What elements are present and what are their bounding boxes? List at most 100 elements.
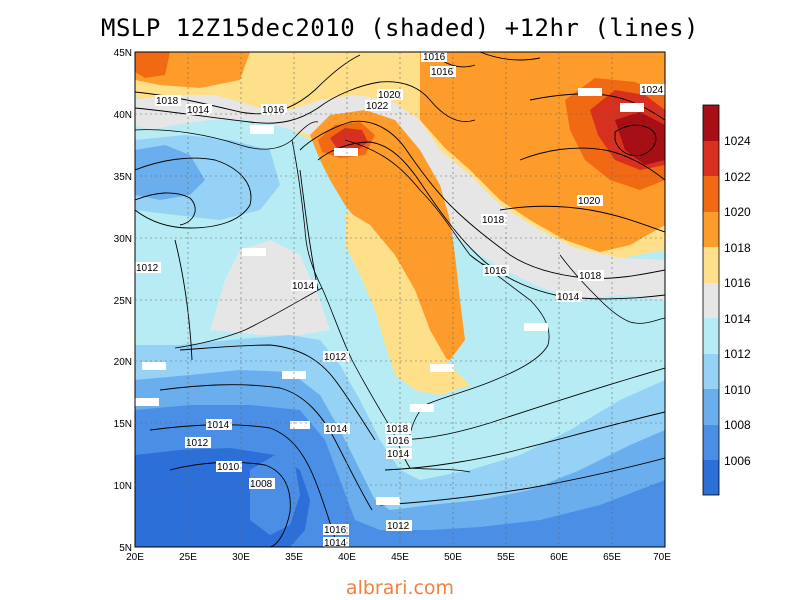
- contour-label-1018-horn: 1018: [385, 423, 411, 435]
- contour-label-1016-b: 1016: [430, 66, 456, 78]
- contour-label: 1018: [386, 424, 409, 435]
- colorbar-swatches: [703, 105, 719, 495]
- swatch-1020-1022: [703, 176, 719, 212]
- contour-label: 1016: [387, 436, 410, 447]
- map-title: MSLP 12Z15dec2010 (shaded) +12hr (lines): [101, 14, 699, 42]
- contour-label: 1022: [366, 101, 389, 112]
- contour-label-1016-east: 1016: [483, 265, 509, 277]
- blank-label-box: [376, 497, 400, 505]
- swatch-1018-1020: [703, 212, 719, 247]
- lat-label: 15N: [114, 419, 132, 430]
- colorbar-label: 1022: [724, 170, 751, 184]
- blank-label-box: [242, 248, 266, 256]
- contour-label: 1008: [250, 479, 273, 490]
- contour-label: 1014: [292, 281, 315, 292]
- blank-label-box: [282, 371, 306, 379]
- contour-label-1014-west: 1014: [291, 280, 317, 292]
- colorbar-label: 1010: [724, 383, 751, 397]
- contour-label: 1016: [423, 52, 446, 63]
- blank-label-box: [620, 103, 644, 112]
- shade-gray-sahara: [210, 240, 330, 335]
- blank-label-box: [250, 125, 274, 134]
- contour-label: 1012: [186, 438, 209, 449]
- contour-label-1018-east: 1018: [578, 270, 604, 282]
- contour-label-1016-a: 1016: [421, 52, 447, 63]
- blank-label-box: [135, 398, 159, 406]
- contour-label: 1012: [324, 352, 347, 363]
- colorbar-label: 1008: [724, 418, 751, 432]
- contour-label-1018-nw: 1018: [155, 95, 181, 107]
- contour-label: 1014: [387, 449, 410, 460]
- lon-label: 65E: [603, 552, 621, 563]
- lat-label: 5N: [119, 543, 132, 554]
- contour-label: 1016: [484, 266, 507, 277]
- blank-label-box: [430, 364, 454, 372]
- contour-label: 1014: [187, 105, 210, 116]
- contour-label-1012-somalia: 1012: [386, 520, 412, 532]
- grid-lines: [135, 52, 665, 547]
- contour-label: 1014: [325, 424, 348, 435]
- colorbar-labels: 1024 1022 1020 1018 1016 1014 1012 1010 …: [724, 134, 751, 468]
- contour-label: 1024: [641, 85, 664, 96]
- contour-label-1014-sudan: 1014: [206, 419, 232, 431]
- contour-label-1024: 1024: [640, 84, 666, 96]
- shade-1010-med: [135, 145, 205, 200]
- shade-red-nw: [135, 52, 170, 78]
- contour-label: 1014: [324, 538, 347, 549]
- contour-label: 1014: [557, 292, 580, 303]
- contour-label: 1018: [156, 96, 179, 107]
- lat-label: 40N: [114, 110, 132, 121]
- colorbar-label: 1014: [724, 312, 751, 326]
- lon-label: 25E: [179, 552, 197, 563]
- swatch-1016-1018: [703, 247, 719, 283]
- lat-label: 25N: [114, 296, 132, 307]
- contour-label-group: 1016 1016 1018 1014 1016 1020 1022 1024 …: [135, 52, 666, 549]
- contour-label-1014-ethiopia: 1014: [324, 423, 350, 435]
- swatch-1010-1012: [703, 354, 719, 389]
- lon-label: 50E: [444, 552, 462, 563]
- contour-label-1012-sw: 1012: [185, 437, 211, 449]
- contour-label: 1010: [217, 462, 240, 473]
- contour-label-1016-south: 1016: [323, 524, 349, 536]
- lat-label: 30N: [114, 234, 132, 245]
- shade-1008-pocket: [250, 455, 300, 535]
- blank-label-box: [578, 88, 602, 96]
- footer-watermark: albrari.com: [345, 577, 455, 599]
- lon-axis: 20E 25E 30E 35E 40E 45E 50E 55E 60E 65E …: [126, 552, 671, 563]
- contour-label: 1016: [262, 105, 285, 116]
- shade-darkest-east: [615, 112, 665, 165]
- lat-label: 20N: [114, 357, 132, 368]
- contour-label-1010-sw: 1010: [216, 461, 242, 473]
- blank-label-box: [142, 362, 166, 370]
- colorbar-frame: [702, 104, 720, 496]
- colorbar-label: 1020: [724, 205, 751, 219]
- lon-label: 35E: [285, 552, 303, 563]
- swatch-above-1024: [703, 105, 719, 141]
- contour-label: 1014: [207, 420, 230, 431]
- contour-label: 1018: [482, 215, 505, 226]
- blank-label-box: [524, 323, 548, 331]
- contour-label: 1012: [136, 263, 159, 274]
- contour-label-1014-south: 1014: [323, 537, 349, 549]
- lon-label: 55E: [497, 552, 515, 563]
- lat-label: 35N: [114, 172, 132, 183]
- swatch-1022-1024: [703, 141, 719, 176]
- contour-label: 1016: [431, 67, 454, 78]
- shade-red-center: [330, 128, 368, 152]
- lon-label: 20E: [126, 552, 144, 563]
- contour-label: 1020: [378, 90, 401, 101]
- colorbar-label: 1024: [724, 134, 751, 148]
- lon-label: 40E: [338, 552, 356, 563]
- shade-yellow-arabia: [345, 210, 470, 395]
- contour-label-1020-east: 1020: [577, 195, 603, 207]
- contour-label-1020: 1020: [377, 89, 403, 101]
- lon-label: 70E: [653, 552, 671, 563]
- contour-label-1014-nw: 1014: [186, 104, 212, 116]
- shade-gray-north: [135, 95, 665, 300]
- contour-label-1016-horn: 1016: [386, 435, 412, 447]
- contour-label: 1012: [387, 521, 410, 532]
- colorbar-label: 1018: [724, 241, 751, 255]
- shade-orange-turkey: [310, 110, 465, 360]
- lon-label: 45E: [391, 552, 409, 563]
